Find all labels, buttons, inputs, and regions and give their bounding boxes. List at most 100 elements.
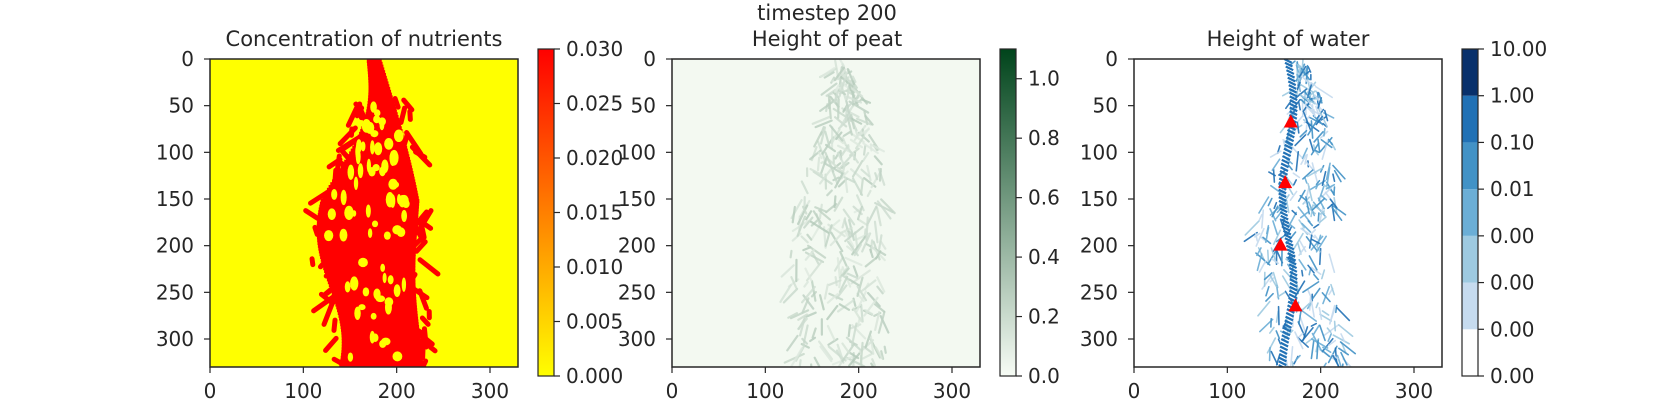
nutrients-colorbar-ticks: 0.000 0.005 0.010 0.015 0.020 0.025 0.030	[554, 37, 623, 388]
peat-ridge	[850, 269, 871, 285]
peat-ridge	[860, 303, 864, 323]
peat-ridge	[800, 180, 809, 195]
x-tick-label: 300	[471, 379, 509, 403]
peat-ridge	[819, 345, 833, 363]
red-triangle-marker	[1273, 237, 1288, 251]
water-colorbar-segment	[1462, 189, 1478, 236]
water-main-channel	[1287, 255, 1297, 262]
nutrient-channel-band	[366, 109, 397, 114]
peat-ridge	[800, 235, 809, 244]
water-main-channel	[1289, 110, 1298, 116]
water-panel: Height of water 0 100 200 300 0 50 100 150 200 2…	[1080, 27, 1547, 403]
peat-ridge	[801, 285, 816, 304]
peat-ridge	[856, 285, 868, 302]
y-tick-label: 100	[1080, 140, 1118, 164]
peat-ridge	[833, 66, 846, 82]
water-channel-stroke	[1244, 220, 1260, 236]
water-channel-stroke	[1266, 337, 1277, 354]
nutrient-channel-band	[340, 358, 423, 363]
y-tick-label: 50	[1093, 94, 1118, 118]
peat-ridge	[833, 195, 837, 209]
nutrient-channel-branch	[363, 355, 384, 367]
water-main-channel	[1283, 323, 1292, 329]
peat-ridge	[834, 172, 844, 189]
peat-ridge	[849, 114, 856, 130]
nutrient-channel-branch	[393, 323, 401, 339]
peat-ridge	[791, 205, 796, 224]
water-main-channel	[1288, 289, 1298, 296]
peat-ridge	[851, 322, 858, 347]
nutrient-channel-band	[367, 103, 396, 108]
water-channel-stroke	[1298, 65, 1307, 78]
water-channel-stroke	[1335, 304, 1338, 314]
peat-ridge	[811, 116, 831, 125]
y-tick-label: 300	[618, 327, 656, 351]
water-channel-stroke	[1315, 302, 1319, 309]
water-channel-stroke	[1339, 341, 1357, 355]
nutrient-channel-branch	[342, 316, 365, 336]
water-main-channel	[1288, 263, 1298, 270]
peat-ridge	[818, 294, 825, 311]
peat-ridge	[855, 117, 873, 126]
nutrient-channel-band	[340, 322, 419, 327]
nutrient-channel-band	[368, 95, 393, 100]
x-tick-label: 100	[284, 379, 322, 403]
peat-ridge	[859, 341, 864, 366]
peat-ridge	[801, 337, 809, 345]
peat-ridge	[848, 352, 861, 367]
nutrient-channel-branch	[308, 188, 333, 206]
water-main-channel	[1278, 356, 1287, 363]
peat-ridge	[780, 264, 795, 278]
peat-ridge	[861, 353, 873, 360]
water-background	[1134, 59, 1442, 367]
nutrients-colorbar	[537, 48, 555, 377]
water-channel-stroke	[1305, 79, 1316, 87]
peat-ridge	[837, 361, 843, 367]
water-channel-stroke	[1301, 309, 1317, 322]
peat-ridge	[841, 136, 847, 147]
peat-panel: Height of peat 0 100 200 300 0 50 100 150 200 25…	[618, 27, 1060, 403]
peat-ridge	[835, 284, 848, 300]
water-main-channel	[1284, 61, 1293, 68]
colorbar-tick-label: 0.2	[1028, 305, 1060, 329]
peat-ridge	[833, 88, 840, 104]
nutrient-channel-band	[368, 75, 387, 80]
nutrient-channel-gap	[344, 281, 351, 293]
peat-ridge	[801, 205, 808, 215]
y-tick-label: 0	[181, 47, 194, 71]
nutrient-channel-branch	[407, 109, 413, 122]
nutrient-channel-branch	[402, 242, 415, 255]
water-channel-stroke	[1294, 365, 1298, 367]
water-channel-stroke	[1310, 299, 1315, 318]
nutrient-channel-band	[317, 218, 418, 223]
water-channel-stroke	[1322, 346, 1332, 353]
water-main-channel	[1278, 203, 1288, 210]
nutrient-channel-band	[316, 221, 418, 226]
water-channel-stroke	[1308, 255, 1318, 271]
peat-ridge	[827, 337, 839, 346]
peat-ridge	[827, 158, 846, 175]
water-channel-stroke	[1279, 371, 1287, 383]
water-channel-stroke	[1336, 306, 1351, 322]
peat-ridge	[834, 116, 848, 128]
peat-ridge	[853, 124, 867, 141]
peat-ridge	[827, 345, 847, 362]
colorbar-tick-label: 0.10	[1490, 130, 1535, 154]
peat-ridge	[842, 208, 856, 226]
y-tick-label: 150	[156, 187, 194, 211]
peat-ridge	[826, 304, 839, 321]
water-channel-stroke	[1332, 164, 1346, 180]
water-channel-stroke	[1313, 273, 1320, 281]
nutrient-channel-branch	[326, 157, 343, 170]
water-channel-stroke	[1321, 349, 1331, 358]
peat-ridge	[829, 232, 844, 247]
water-channel-stroke	[1271, 205, 1279, 218]
water-main-channel	[1278, 199, 1287, 206]
water-main-channel	[1288, 293, 1298, 299]
water-channel-stroke	[1259, 235, 1268, 243]
water-main-channel	[1288, 87, 1298, 94]
water-channel-stroke	[1334, 347, 1338, 363]
water-channel-stroke	[1329, 308, 1336, 324]
water-colorbar-segment	[1462, 235, 1478, 283]
nutrients-axes-frame	[209, 58, 519, 368]
